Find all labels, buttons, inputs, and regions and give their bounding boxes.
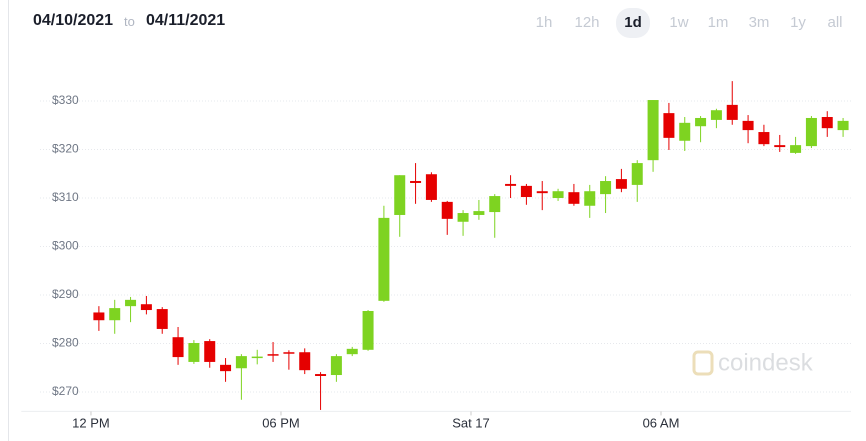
date-from: 04/10/2021 [33, 12, 114, 29]
candle-body [568, 192, 580, 204]
candle-body [93, 312, 105, 321]
range-button[interactable]: 1d [616, 8, 650, 38]
candle-body [679, 122, 691, 141]
candle-body [600, 181, 612, 195]
candle-body [520, 185, 532, 198]
date-to: 04/11/2021 [146, 12, 226, 29]
candle-body [330, 356, 342, 376]
to-word: to [124, 14, 135, 29]
candle-body [410, 181, 422, 183]
candle-body [774, 145, 786, 148]
range-button[interactable]: all [827, 14, 843, 31]
plot: $270 $280 $290 $300 $310 $320 $330 12 PM 06 PM Sa… [21, 81, 851, 430]
candle-body [758, 132, 770, 145]
y-tick-label: $290 [52, 287, 79, 301]
x-tick-label: 06 PM [262, 415, 300, 430]
range-button[interactable]: 1w [669, 14, 689, 31]
range-button[interactable]: 1h [535, 14, 553, 31]
candle-body [378, 217, 390, 301]
range-button[interactable]: 1m [707, 14, 729, 31]
candle-body [457, 213, 469, 222]
candle-body [473, 211, 485, 215]
candle-body [441, 201, 453, 219]
candle-body [805, 117, 817, 147]
candle-body [837, 120, 849, 131]
candle-body [156, 309, 168, 329]
candle-body [140, 304, 152, 311]
watermark-text: coindesk [718, 349, 814, 376]
y-tick-label: $320 [52, 142, 79, 156]
candle-body [109, 308, 121, 321]
range-button[interactable]: 1y [790, 14, 806, 31]
candle-body [790, 145, 802, 153]
candle-body [267, 354, 279, 356]
candle-body [394, 175, 406, 215]
watermark-icon [692, 350, 714, 376]
watermark: coindesk [692, 349, 814, 376]
candle-body [710, 110, 722, 120]
candle-body [346, 348, 358, 355]
candle-body [631, 163, 643, 185]
range-button[interactable]: 12h [574, 14, 600, 31]
header: 04/10/2021 to 04/11/2021 1h 12h 1d 1w 1m 3m 1y… [0, 8, 866, 38]
candle-body [235, 356, 247, 369]
x-tick-label: Sat 17 [452, 415, 490, 430]
candle-body [505, 183, 517, 186]
candle-body [204, 341, 216, 362]
candle-body [220, 364, 232, 372]
candle-body [726, 104, 738, 120]
candle-body [172, 337, 184, 358]
candle-body [695, 117, 707, 127]
y-tick-label: $310 [52, 190, 79, 204]
candle-body [362, 311, 374, 350]
candle-body [615, 179, 627, 189]
candle-body [425, 174, 437, 200]
y-tick-label: $280 [52, 336, 79, 350]
y-tick-label: $300 [52, 239, 79, 253]
candle-body [663, 113, 675, 138]
candle-body [315, 374, 327, 376]
candle-body [251, 356, 263, 359]
candle-body [821, 117, 833, 129]
range-button[interactable]: 3m [748, 14, 770, 31]
x-tick-label: 06 AM [643, 415, 680, 430]
y-tick-label: $330 [52, 93, 79, 107]
candle-body [584, 191, 596, 206]
candle-body [536, 191, 548, 194]
candle-body [283, 352, 295, 354]
candle-body [125, 299, 137, 307]
candle-body [299, 352, 311, 371]
candle-body [647, 100, 659, 161]
candle-body [742, 120, 754, 131]
candle-body [489, 196, 501, 213]
candle-body [188, 343, 200, 362]
candle-body [552, 191, 564, 198]
y-tick-label: $270 [52, 384, 79, 398]
x-tick-label: 12 PM [72, 415, 110, 430]
